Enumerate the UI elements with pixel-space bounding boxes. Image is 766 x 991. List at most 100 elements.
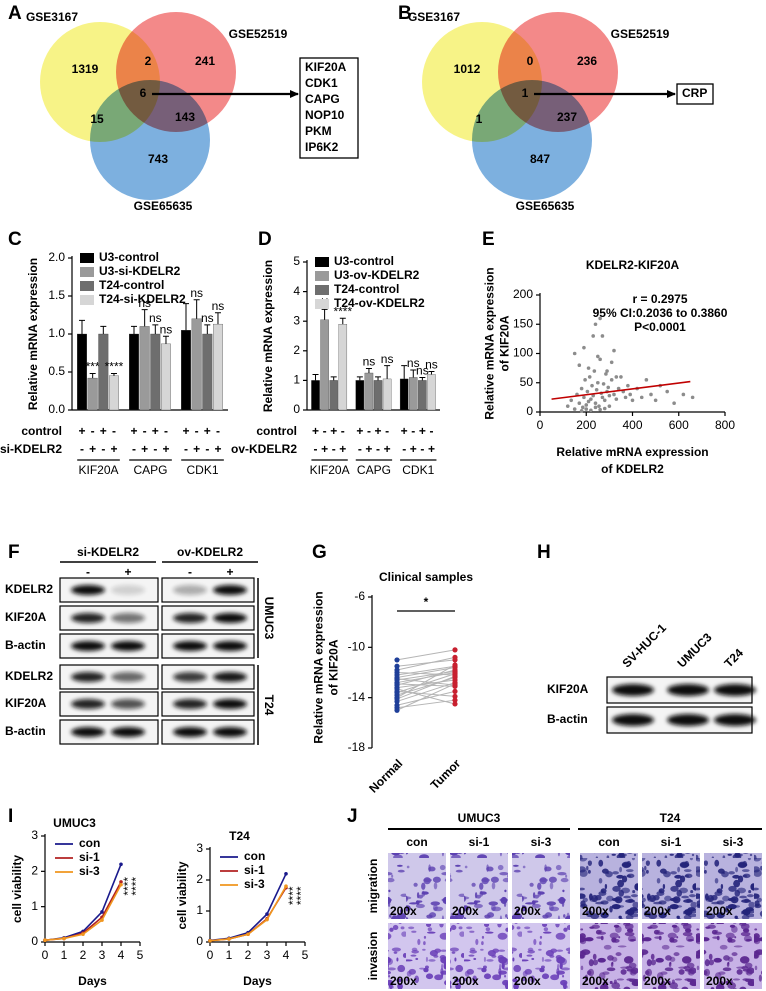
- gene-name: CRP: [682, 86, 707, 100]
- y-tick-label: 1.5: [48, 288, 65, 302]
- y-axis-label: cell viability: [175, 861, 189, 929]
- micrograph: [512, 853, 570, 919]
- y-tick-label: -10: [348, 640, 366, 654]
- point: [616, 386, 621, 391]
- blot-band: [612, 714, 654, 726]
- point: [612, 392, 616, 397]
- x-tick-label: 200: [576, 418, 596, 432]
- legend-label: T24-control: [99, 278, 164, 292]
- x-tick-label: CDK1: [187, 463, 219, 477]
- point: [604, 372, 608, 376]
- significance: ****: [294, 886, 308, 905]
- legend-label: T24-ov-KDELR2: [334, 296, 425, 310]
- y-tick-label: 50: [520, 375, 534, 389]
- point: [589, 397, 593, 401]
- y-tick-label: 150: [513, 316, 533, 330]
- error-bar: [384, 365, 391, 379]
- image-column-label: si-1: [469, 835, 490, 849]
- image-column-label: si-1: [661, 835, 682, 849]
- y-axis-label: cell viability: [10, 855, 24, 923]
- treatment-sign: +: [410, 442, 417, 456]
- blot-column-label: UMUC3: [674, 630, 714, 670]
- blot-band: [213, 613, 247, 623]
- blot-row-label: B-actin: [5, 724, 46, 738]
- pair-line: [396, 688, 456, 705]
- treatment-sign: -: [385, 424, 389, 438]
- x-tick-label: 400: [622, 418, 642, 432]
- trend-line: [551, 380, 691, 400]
- panel-label: A: [8, 3, 22, 24]
- gene-name: KIF20A: [305, 60, 347, 74]
- venn-count: 743: [148, 152, 168, 166]
- error-bar: [130, 325, 137, 334]
- micrograph: [388, 923, 446, 989]
- significance: ns: [416, 364, 429, 378]
- dot: [452, 673, 458, 679]
- treatment-sign: +: [375, 424, 382, 438]
- dot: [452, 701, 458, 707]
- y-axis-label: Relative mRNA expression: [26, 258, 40, 410]
- bar: [382, 378, 392, 411]
- gene-name: IP6K2: [305, 140, 339, 154]
- panel-label: E: [482, 229, 495, 250]
- bar: [213, 323, 223, 411]
- venn-count: 847: [530, 152, 550, 166]
- point: [605, 369, 609, 373]
- point: [609, 378, 614, 382]
- bar: [338, 324, 348, 411]
- venn-count: 241: [195, 54, 215, 68]
- pair-line: [396, 659, 456, 667]
- magnification-label: 200x: [706, 904, 733, 918]
- magnification-label: 200x: [390, 904, 417, 918]
- x-axis-label: of KDELR2: [601, 462, 664, 476]
- panel-label: C: [8, 229, 22, 250]
- y-axis-label: Relative mRNA expression: [483, 267, 497, 419]
- point: [690, 395, 695, 400]
- y-tick-label: -18: [348, 740, 366, 754]
- x-tick-label: 600: [669, 418, 689, 432]
- treatment-sign: -: [341, 424, 345, 438]
- point: [569, 398, 574, 403]
- y-tick-label: 1.0: [48, 326, 65, 340]
- treatment-sign: +: [204, 424, 211, 438]
- x-tick-label: 5: [302, 948, 309, 962]
- blot-column-label: SV-HUC-1: [619, 621, 669, 671]
- blot-band: [213, 641, 247, 651]
- point: [619, 375, 623, 379]
- blot-sign: +: [226, 565, 233, 579]
- legend-label: T24-control: [334, 282, 399, 296]
- micrograph: [450, 853, 508, 919]
- treatment-sign: -: [101, 442, 105, 456]
- point: [572, 407, 577, 411]
- treatment-sign: -: [420, 442, 424, 456]
- bar: [329, 380, 338, 411]
- micrograph: [642, 853, 700, 919]
- point: [630, 398, 635, 403]
- point: [606, 385, 611, 390]
- point: [577, 401, 582, 406]
- treatment-sign: -: [367, 424, 371, 438]
- x-tick-label: CAPG: [357, 463, 391, 477]
- treatment-sign: -: [153, 442, 157, 456]
- treatment-sign: -: [332, 442, 336, 456]
- legend-swatch: [315, 299, 329, 309]
- point: [596, 354, 600, 359]
- pair-line: [396, 670, 456, 681]
- panel-label: G: [312, 542, 327, 563]
- bar: [355, 380, 365, 411]
- micrograph: [642, 923, 700, 989]
- blot-row-label: KIF20A: [5, 610, 47, 624]
- magnification-label: 200x: [452, 904, 479, 918]
- cell-line-label: UMUC3: [262, 597, 276, 640]
- significance: ns: [201, 311, 214, 325]
- point: [594, 387, 599, 392]
- point: [598, 357, 602, 362]
- venn: [422, 12, 618, 200]
- bar: [427, 374, 436, 411]
- y-tick-label: 1: [31, 899, 38, 913]
- blot-group-label: ov-KDELR2: [177, 545, 243, 559]
- treatment-label: ov-KDELR2: [231, 442, 297, 456]
- treatment-sign: -: [376, 442, 380, 456]
- magnification-label: 200x: [452, 974, 479, 988]
